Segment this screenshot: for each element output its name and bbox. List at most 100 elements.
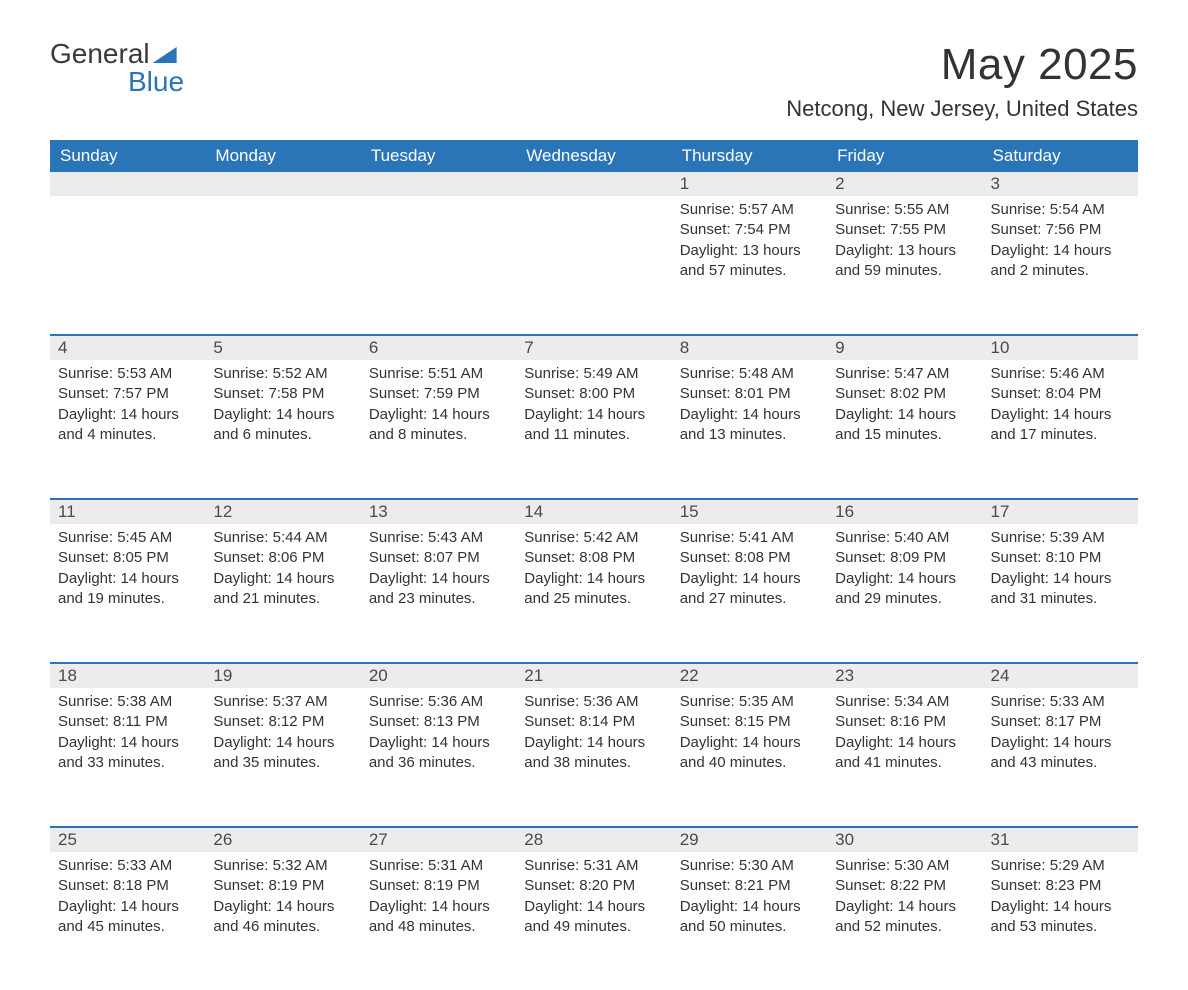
daylight-text: Daylight: 14 hours and 4 minutes. [58, 405, 197, 446]
sunset-text: Sunset: 8:08 PM [524, 548, 663, 568]
day-cell: Sunrise: 5:53 AMSunset: 7:57 PMDaylight:… [50, 360, 205, 455]
sunset-text: Sunset: 7:55 PM [835, 220, 974, 240]
day-number: 11 [50, 498, 205, 524]
sunset-text: Sunset: 8:04 PM [991, 384, 1130, 404]
sunset-text: Sunset: 8:10 PM [991, 548, 1130, 568]
weekday-header: Friday [827, 140, 982, 172]
daylight-text: Daylight: 14 hours and 45 minutes. [58, 897, 197, 938]
day-body-row: Sunrise: 5:33 AMSunset: 8:18 PMDaylight:… [50, 852, 1138, 990]
day-number: 25 [50, 826, 205, 852]
day-number: 27 [361, 826, 516, 852]
day-number-empty [516, 172, 671, 196]
day-cell: Sunrise: 5:36 AMSunset: 8:14 PMDaylight:… [516, 688, 671, 783]
weekday-header: Sunday [50, 140, 205, 172]
day-number-empty [205, 172, 360, 196]
day-cell: Sunrise: 5:43 AMSunset: 8:07 PMDaylight:… [361, 524, 516, 619]
sunrise-text: Sunrise: 5:29 AM [991, 856, 1130, 876]
sunset-text: Sunset: 8:16 PM [835, 712, 974, 732]
day-number: 31 [983, 826, 1138, 852]
sunset-text: Sunset: 8:14 PM [524, 712, 663, 732]
sunset-text: Sunset: 8:20 PM [524, 876, 663, 896]
day-cell: Sunrise: 5:42 AMSunset: 8:08 PMDaylight:… [516, 524, 671, 619]
day-body-row: Sunrise: 5:38 AMSunset: 8:11 PMDaylight:… [50, 688, 1138, 826]
day-number: 13 [361, 498, 516, 524]
day-cell: Sunrise: 5:54 AMSunset: 7:56 PMDaylight:… [983, 196, 1138, 291]
daylight-text: Daylight: 14 hours and 53 minutes. [991, 897, 1130, 938]
daylight-text: Daylight: 14 hours and 27 minutes. [680, 569, 819, 610]
logo-text-2: Blue [128, 68, 184, 96]
sunrise-text: Sunrise: 5:42 AM [524, 528, 663, 548]
day-cell: Sunrise: 5:36 AMSunset: 8:13 PMDaylight:… [361, 688, 516, 783]
sunrise-text: Sunrise: 5:54 AM [991, 200, 1130, 220]
calendar-table: SundayMondayTuesdayWednesdayThursdayFrid… [50, 140, 1138, 990]
day-body-row: Sunrise: 5:45 AMSunset: 8:05 PMDaylight:… [50, 524, 1138, 662]
sunset-text: Sunset: 8:19 PM [213, 876, 352, 896]
day-number-row: 123 [50, 172, 1138, 196]
day-cell: Sunrise: 5:33 AMSunset: 8:17 PMDaylight:… [983, 688, 1138, 783]
daylight-text: Daylight: 13 hours and 57 minutes. [680, 241, 819, 282]
daylight-text: Daylight: 14 hours and 35 minutes. [213, 733, 352, 774]
daylight-text: Daylight: 14 hours and 43 minutes. [991, 733, 1130, 774]
sunset-text: Sunset: 8:17 PM [991, 712, 1130, 732]
daylight-text: Daylight: 14 hours and 38 minutes. [524, 733, 663, 774]
day-number: 10 [983, 334, 1138, 360]
sunrise-text: Sunrise: 5:52 AM [213, 364, 352, 384]
weekday-header: Wednesday [516, 140, 671, 172]
day-cell: Sunrise: 5:30 AMSunset: 8:21 PMDaylight:… [672, 852, 827, 947]
sunset-text: Sunset: 8:00 PM [524, 384, 663, 404]
day-number: 24 [983, 662, 1138, 688]
sunrise-text: Sunrise: 5:46 AM [991, 364, 1130, 384]
daylight-text: Daylight: 14 hours and 41 minutes. [835, 733, 974, 774]
daylight-text: Daylight: 14 hours and 21 minutes. [213, 569, 352, 610]
daylight-text: Daylight: 14 hours and 6 minutes. [213, 405, 352, 446]
day-number: 18 [50, 662, 205, 688]
sunrise-text: Sunrise: 5:43 AM [369, 528, 508, 548]
daylight-text: Daylight: 14 hours and 50 minutes. [680, 897, 819, 938]
sunset-text: Sunset: 8:08 PM [680, 548, 819, 568]
day-cell: Sunrise: 5:55 AMSunset: 7:55 PMDaylight:… [827, 196, 982, 291]
sunset-text: Sunset: 8:18 PM [58, 876, 197, 896]
day-cell: Sunrise: 5:39 AMSunset: 8:10 PMDaylight:… [983, 524, 1138, 619]
daylight-text: Daylight: 14 hours and 49 minutes. [524, 897, 663, 938]
daylight-text: Daylight: 14 hours and 8 minutes. [369, 405, 508, 446]
day-number-row: 18192021222324 [50, 662, 1138, 688]
day-cell: Sunrise: 5:48 AMSunset: 8:01 PMDaylight:… [672, 360, 827, 455]
sunrise-text: Sunrise: 5:34 AM [835, 692, 974, 712]
day-number: 15 [672, 498, 827, 524]
daylight-text: Daylight: 14 hours and 29 minutes. [835, 569, 974, 610]
day-number: 28 [516, 826, 671, 852]
weekday-header: Monday [205, 140, 360, 172]
daylight-text: Daylight: 14 hours and 19 minutes. [58, 569, 197, 610]
daylight-text: Daylight: 14 hours and 46 minutes. [213, 897, 352, 938]
day-cell: Sunrise: 5:49 AMSunset: 8:00 PMDaylight:… [516, 360, 671, 455]
sunrise-text: Sunrise: 5:30 AM [680, 856, 819, 876]
sunset-text: Sunset: 8:13 PM [369, 712, 508, 732]
day-cell: Sunrise: 5:46 AMSunset: 8:04 PMDaylight:… [983, 360, 1138, 455]
day-cell: Sunrise: 5:57 AMSunset: 7:54 PMDaylight:… [672, 196, 827, 291]
sunrise-text: Sunrise: 5:32 AM [213, 856, 352, 876]
daylight-text: Daylight: 14 hours and 40 minutes. [680, 733, 819, 774]
daylight-text: Daylight: 14 hours and 2 minutes. [991, 241, 1130, 282]
day-number: 3 [983, 172, 1138, 196]
day-number: 21 [516, 662, 671, 688]
logo-top: General [50, 40, 184, 68]
sunrise-text: Sunrise: 5:47 AM [835, 364, 974, 384]
sunrise-text: Sunrise: 5:40 AM [835, 528, 974, 548]
daylight-text: Daylight: 14 hours and 31 minutes. [991, 569, 1130, 610]
day-number-empty [50, 172, 205, 196]
day-number: 7 [516, 334, 671, 360]
day-number: 9 [827, 334, 982, 360]
day-number: 17 [983, 498, 1138, 524]
day-number: 2 [827, 172, 982, 196]
day-cell: Sunrise: 5:47 AMSunset: 8:02 PMDaylight:… [827, 360, 982, 455]
day-cell: Sunrise: 5:40 AMSunset: 8:09 PMDaylight:… [827, 524, 982, 619]
day-cell: Sunrise: 5:30 AMSunset: 8:22 PMDaylight:… [827, 852, 982, 947]
daylight-text: Daylight: 14 hours and 36 minutes. [369, 733, 508, 774]
daylight-text: Daylight: 14 hours and 25 minutes. [524, 569, 663, 610]
sunrise-text: Sunrise: 5:49 AM [524, 364, 663, 384]
daylight-text: Daylight: 14 hours and 52 minutes. [835, 897, 974, 938]
day-number: 1 [672, 172, 827, 196]
day-number: 14 [516, 498, 671, 524]
day-cell: Sunrise: 5:52 AMSunset: 7:58 PMDaylight:… [205, 360, 360, 455]
weekday-header: Tuesday [361, 140, 516, 172]
